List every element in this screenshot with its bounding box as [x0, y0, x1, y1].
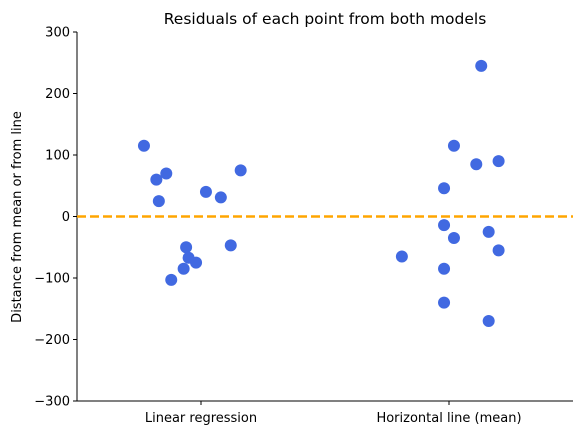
y-tick-label: 300 — [45, 26, 70, 41]
x-tick-label: Linear regression — [145, 411, 257, 426]
data-point — [438, 296, 451, 309]
y-tick-label: 0 — [62, 210, 70, 225]
data-point — [150, 173, 163, 186]
plot-area: −300 −200 −100 0 100 200 300 Linear regression H… — [34, 26, 573, 426]
y-tick-label: −100 — [34, 272, 70, 287]
data-point — [234, 164, 247, 177]
data-point — [447, 232, 460, 245]
data-point — [470, 158, 483, 171]
x-tick-label: Horizontal line (mean) — [376, 411, 521, 426]
data-point — [438, 182, 451, 195]
data-point — [395, 250, 408, 263]
data-point — [214, 191, 227, 204]
data-point — [482, 315, 495, 328]
data-point — [482, 225, 495, 238]
data-point — [177, 262, 190, 275]
y-tick-label: −300 — [34, 395, 70, 410]
data-point — [199, 185, 212, 198]
y-axis-label: Distance from mean or from line — [10, 111, 25, 323]
data-point — [224, 239, 237, 252]
data-point — [190, 256, 203, 269]
data-point — [165, 273, 178, 286]
data-point — [492, 155, 505, 168]
data-point — [438, 219, 451, 232]
y-tick-label: −200 — [34, 333, 70, 348]
data-point — [475, 59, 488, 72]
y-tick-label: 200 — [45, 87, 70, 102]
data-point — [137, 139, 150, 152]
data-point — [160, 167, 173, 180]
data-point — [180, 241, 193, 254]
chart-title: Residuals of each point from both models — [164, 10, 487, 28]
y-tick-label: 100 — [45, 149, 70, 164]
data-point — [447, 139, 460, 152]
data-point — [152, 195, 165, 208]
data-point — [438, 262, 451, 275]
data-point — [492, 244, 505, 257]
